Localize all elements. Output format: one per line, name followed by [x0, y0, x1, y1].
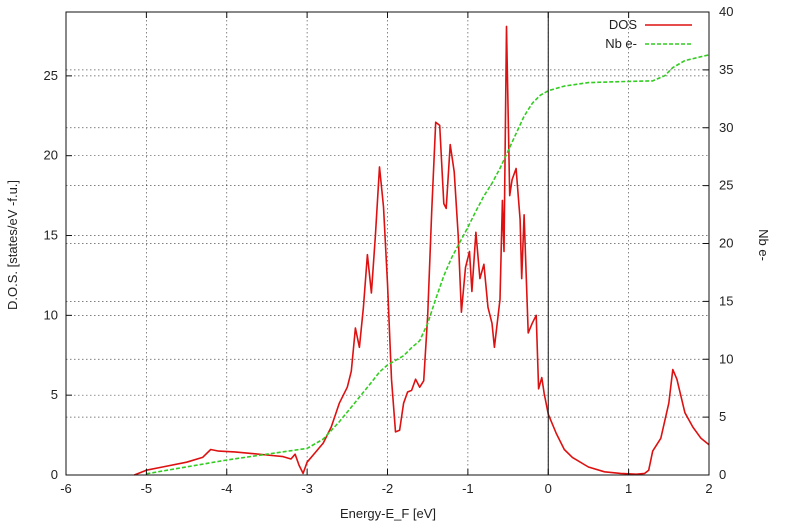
y2-axis-label: Nb e- [756, 229, 771, 261]
y-axis-label: D.O.S. [states/eV -f.u.] [5, 180, 20, 310]
y2-tick-label: 25 [719, 178, 733, 193]
legend-label-nb-e: Nb e- [605, 36, 637, 51]
x-tick-label: -3 [301, 481, 313, 496]
x-tick-label: 1 [625, 481, 632, 496]
x-tick-label: -4 [221, 481, 233, 496]
y2-tick-label: 0 [719, 467, 726, 482]
tick-layer: -6 -5 -4 -3 -2 -1 0 1 20510152025051015202530354… [44, 4, 734, 496]
y2-tick-label: 10 [719, 351, 733, 366]
legend-label-dos: DOS [609, 17, 638, 32]
x-tick-label: -2 [382, 481, 394, 496]
y2-tick-label: 20 [719, 236, 733, 251]
y-tick-label: 25 [44, 68, 58, 83]
y-tick-label: 5 [51, 387, 58, 402]
y2-tick-label: 30 [719, 120, 733, 135]
grid-layer [66, 12, 709, 475]
series-layer [134, 25, 710, 476]
y2-tick-label: 35 [719, 62, 733, 77]
x-tick-label: -5 [141, 481, 153, 496]
y2-tick-label: 5 [719, 409, 726, 424]
y-tick-label: 0 [51, 467, 58, 482]
y-tick-label: 10 [44, 307, 58, 322]
series-line-dos [134, 25, 710, 476]
x-tick-label: -6 [60, 481, 72, 496]
x-tick-label: 2 [705, 481, 712, 496]
x-tick-label: -1 [462, 481, 474, 496]
y2-tick-label: 40 [719, 4, 733, 19]
y2-tick-label: 15 [719, 293, 733, 308]
series-line-nb-e [146, 54, 710, 475]
y-tick-label: 20 [44, 148, 58, 163]
x-axis-label: Energy-E_F [eV] [340, 506, 436, 521]
legend: DOS Nb e- [605, 17, 692, 51]
y-tick-label: 15 [44, 228, 58, 243]
x-tick-label: 0 [545, 481, 552, 496]
